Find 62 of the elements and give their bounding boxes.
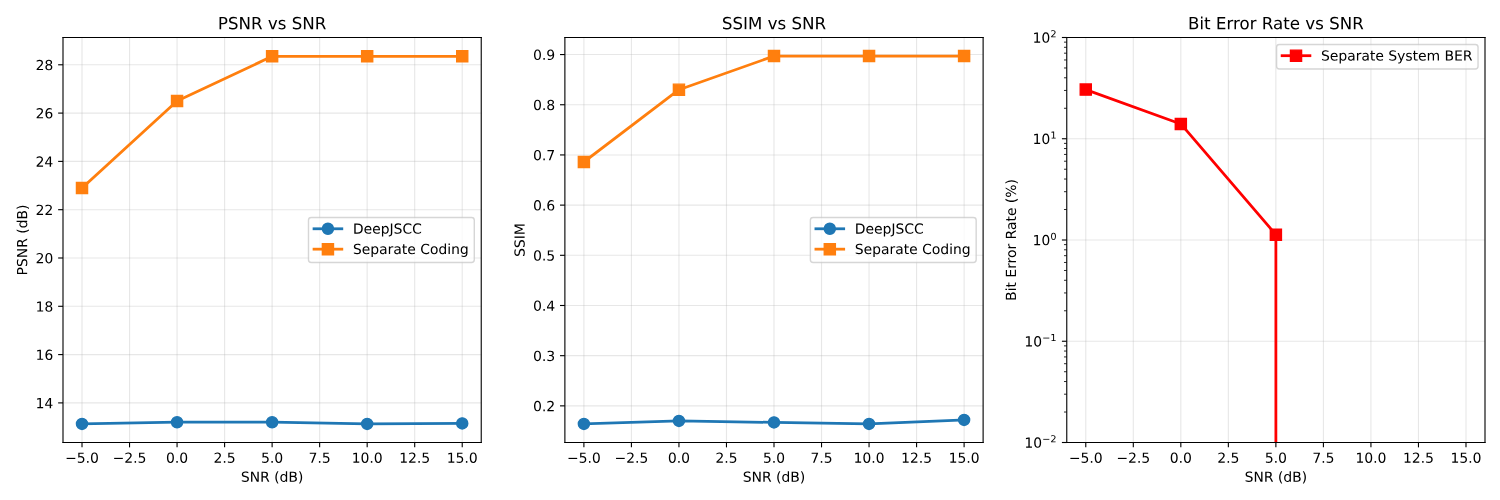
legend-label: Separate Coding: [353, 243, 468, 257]
y-axis-title: Bit Error Rate (%): [1005, 180, 1018, 300]
x-tick-label: 5.0: [764, 452, 785, 463]
x-tick-label: 12.5: [400, 452, 429, 463]
x-axis-title: SNR (dB): [743, 471, 805, 484]
x-tick-label: −5.0: [568, 452, 600, 463]
x-tick-label: 15.0: [950, 452, 979, 463]
y-tick-label: 0.6: [533, 200, 555, 211]
x-tick-label: 7.5: [811, 452, 832, 463]
x-tick-label: 2.5: [716, 452, 737, 463]
y-tick-label: 26: [36, 108, 53, 119]
y-tick-label: 10$^{−2}$: [1025, 435, 1056, 448]
x-tick-label: −5.0: [66, 452, 98, 463]
x-tick-label: 7.5: [1313, 452, 1334, 463]
y-tick-label: 10$^{2}$: [1034, 30, 1056, 43]
y-tick-label: 14: [37, 398, 53, 409]
x-tick-label: 10.0: [855, 452, 884, 463]
y-tick-label: 0.3: [533, 350, 555, 362]
chart-title: PSNR vs SNR: [219, 16, 326, 30]
x-tick-label: 10.0: [1357, 452, 1386, 463]
y-tick-label: 28: [36, 59, 53, 71]
y-tick-label: 10$^{1}$: [1034, 131, 1056, 145]
x-tick-label: 5.0: [262, 452, 283, 463]
y-tick-label: 22: [36, 204, 52, 215]
x-axis-title: SNR (dB): [1245, 471, 1306, 484]
legend-label: Separate System BER: [1321, 50, 1473, 64]
y-tick-label: 0.9: [533, 49, 555, 61]
y-tick-label: 10$^{−1}$: [1025, 334, 1056, 347]
x-tick-label: −5.0: [1070, 452, 1102, 463]
chart-title: Bit Error Rate vs SNR: [1189, 16, 1364, 30]
x-tick-label: −2.5: [1117, 452, 1149, 463]
x-tick-label: 12.5: [1404, 452, 1433, 463]
x-tick-label: 0.0: [668, 452, 690, 463]
x-tick-label: 0.0: [166, 452, 188, 463]
y-tick-label: 18: [37, 301, 53, 312]
y-tick-label: 10$^{0}$: [1034, 232, 1056, 246]
x-tick-label: 12.5: [902, 452, 931, 463]
y-tick-label: 0.7: [533, 149, 554, 161]
y-tick-label: 0.2: [533, 400, 554, 412]
x-axis-title: SNR (dB): [241, 471, 303, 484]
y-axis-title: PSNR (dB): [16, 205, 29, 275]
y-axis-title: SSIM: [514, 224, 525, 256]
x-tick-label: 0.0: [1170, 452, 1191, 463]
y-tick-label: 24: [36, 156, 53, 167]
x-tick-label: 15.0: [1452, 452, 1481, 463]
x-tick-label: 2.5: [214, 452, 235, 463]
y-tick-label: 0.4: [533, 300, 555, 311]
legend-label: DeepJSCC: [856, 223, 923, 237]
legend-label: DeepJSCC: [354, 223, 422, 237]
y-tick-label: 16: [37, 349, 53, 361]
chart-title: SSIM vs SNR: [722, 16, 826, 30]
x-tick-label: −2.5: [114, 452, 146, 463]
x-tick-label: 10.0: [353, 452, 382, 463]
x-tick-label: 15.0: [448, 452, 477, 463]
x-tick-label: 5.0: [1265, 452, 1286, 463]
y-tick-label: 20: [36, 252, 53, 264]
x-tick-label: −2.5: [616, 452, 648, 463]
y-tick-label: 0.8: [533, 99, 555, 111]
y-tick-label: 0.5: [533, 250, 554, 261]
x-tick-label: 2.5: [1218, 452, 1239, 463]
x-tick-label: 7.5: [309, 452, 330, 463]
legend-label: Separate Coding: [855, 243, 970, 257]
